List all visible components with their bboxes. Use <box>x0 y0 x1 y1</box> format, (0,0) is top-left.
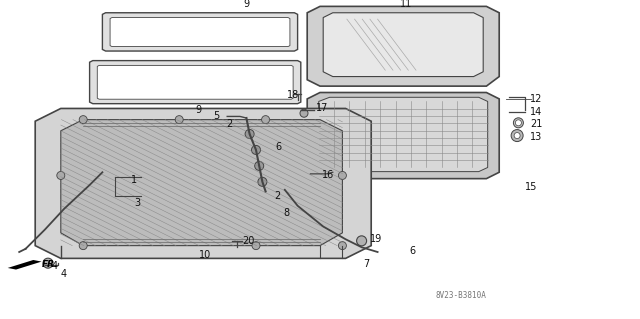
Polygon shape <box>102 13 298 51</box>
Circle shape <box>514 133 520 138</box>
Text: 3: 3 <box>134 197 141 208</box>
Text: 2: 2 <box>274 191 280 201</box>
Text: 6: 6 <box>410 246 416 256</box>
Circle shape <box>79 241 87 250</box>
Text: 13: 13 <box>530 132 543 142</box>
Circle shape <box>252 145 260 154</box>
Polygon shape <box>110 18 290 47</box>
Circle shape <box>300 109 308 117</box>
Circle shape <box>339 171 346 180</box>
Text: 9: 9 <box>195 105 202 115</box>
Circle shape <box>513 118 524 128</box>
Circle shape <box>511 130 523 142</box>
Text: 17: 17 <box>316 103 328 114</box>
Text: 20: 20 <box>242 236 255 247</box>
Polygon shape <box>323 13 483 77</box>
Circle shape <box>245 130 254 138</box>
Text: FR.: FR. <box>42 260 58 269</box>
Polygon shape <box>307 6 499 86</box>
Polygon shape <box>97 65 293 99</box>
Circle shape <box>255 161 264 170</box>
Circle shape <box>79 115 87 124</box>
Text: 18: 18 <box>287 90 300 100</box>
Polygon shape <box>307 93 499 179</box>
Polygon shape <box>61 120 342 246</box>
Circle shape <box>258 177 267 186</box>
Text: 15: 15 <box>525 182 538 192</box>
Circle shape <box>57 171 65 180</box>
Circle shape <box>43 258 53 268</box>
Text: 19: 19 <box>369 234 382 244</box>
Polygon shape <box>90 61 301 104</box>
Text: 1: 1 <box>131 175 138 185</box>
Circle shape <box>175 115 183 124</box>
Text: 8: 8 <box>284 208 290 218</box>
Polygon shape <box>8 260 42 270</box>
Text: 7: 7 <box>363 259 369 269</box>
Text: 5: 5 <box>213 111 220 122</box>
Circle shape <box>262 115 269 124</box>
Polygon shape <box>83 160 467 233</box>
Polygon shape <box>35 108 371 258</box>
Text: 9: 9 <box>243 0 250 9</box>
Text: 4: 4 <box>61 269 67 279</box>
Circle shape <box>356 236 367 246</box>
Polygon shape <box>319 97 488 172</box>
Text: 6: 6 <box>275 142 282 152</box>
Text: 2: 2 <box>226 119 232 130</box>
Circle shape <box>515 120 522 126</box>
Circle shape <box>339 241 346 250</box>
Text: 16: 16 <box>322 170 335 180</box>
Text: 12: 12 <box>530 94 543 104</box>
Text: 4: 4 <box>51 261 58 271</box>
Text: 10: 10 <box>198 250 211 260</box>
Text: 11: 11 <box>400 0 413 9</box>
Text: 14: 14 <box>530 107 543 117</box>
Circle shape <box>252 241 260 250</box>
Text: 21: 21 <box>530 119 543 130</box>
Text: 8V23-B3810A: 8V23-B3810A <box>435 291 486 300</box>
